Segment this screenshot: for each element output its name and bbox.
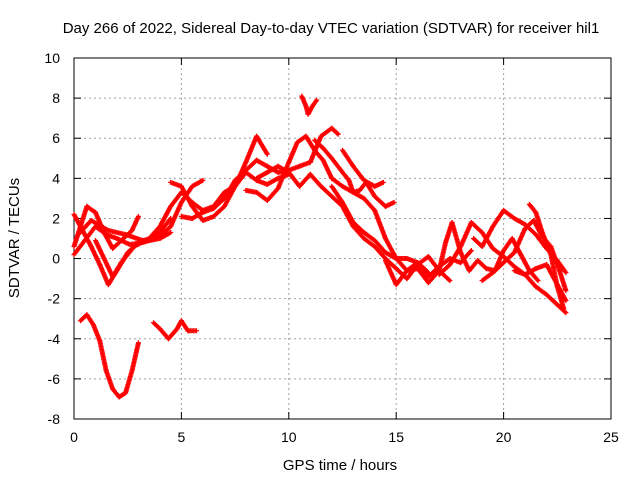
series-arc-9 xyxy=(243,133,431,276)
plot-frame xyxy=(73,57,612,420)
y-axis-label: SDTVAR / TECUs xyxy=(6,178,23,298)
y-tick-label: 8 xyxy=(52,90,60,106)
series-arc-22 xyxy=(150,318,199,342)
data-point xyxy=(468,248,474,254)
data-point xyxy=(535,278,541,284)
data-point xyxy=(563,298,569,304)
y-tick-label: 10 xyxy=(44,50,60,66)
data-point xyxy=(335,131,341,137)
y-tick-label: 4 xyxy=(52,170,60,186)
y-tick-label: -4 xyxy=(48,331,61,347)
axes: 0 5 10 15 20 25 -8 -6 -4 -2 0 2 4 6 8 10 xyxy=(44,50,619,445)
data-point xyxy=(314,97,320,103)
data-point xyxy=(380,179,386,185)
y-tick-label: -8 xyxy=(48,411,61,427)
data-point xyxy=(563,310,569,316)
data-point xyxy=(264,151,270,157)
y-tick-label: 6 xyxy=(52,130,60,146)
series-arc-12 xyxy=(340,147,386,189)
x-tick-label: 25 xyxy=(603,429,619,445)
data-point xyxy=(135,340,141,346)
x-tick-label: 5 xyxy=(178,429,186,445)
chart-title: Day 266 of 2022, Sidereal Day-to-day VTE… xyxy=(63,20,600,37)
x-tick-label: 0 xyxy=(70,429,78,445)
data-point xyxy=(193,328,199,334)
series-arc-20 xyxy=(526,201,567,312)
data-point xyxy=(563,288,569,294)
x-tick-label: 20 xyxy=(496,429,512,445)
data-point xyxy=(168,229,174,235)
data-point xyxy=(391,199,397,205)
data-point xyxy=(200,177,206,183)
grid-lines xyxy=(74,58,611,419)
data-points xyxy=(71,93,569,400)
y-tick-label: 2 xyxy=(52,210,60,226)
data-point xyxy=(561,306,567,312)
data-point xyxy=(563,270,569,276)
y-tick-label: -2 xyxy=(48,291,61,307)
series-arc-21 xyxy=(77,312,141,400)
x-axis-label: GPS time / hours xyxy=(283,457,397,474)
series-arc-13 xyxy=(299,93,320,117)
data-point xyxy=(135,213,141,219)
y-tick-label: 0 xyxy=(52,251,60,267)
x-tick-label: 15 xyxy=(388,429,404,445)
x-tick-label: 10 xyxy=(281,429,297,445)
y-tick-label: -6 xyxy=(48,371,61,387)
series-arc-11 xyxy=(312,137,397,209)
data-point xyxy=(447,278,453,284)
